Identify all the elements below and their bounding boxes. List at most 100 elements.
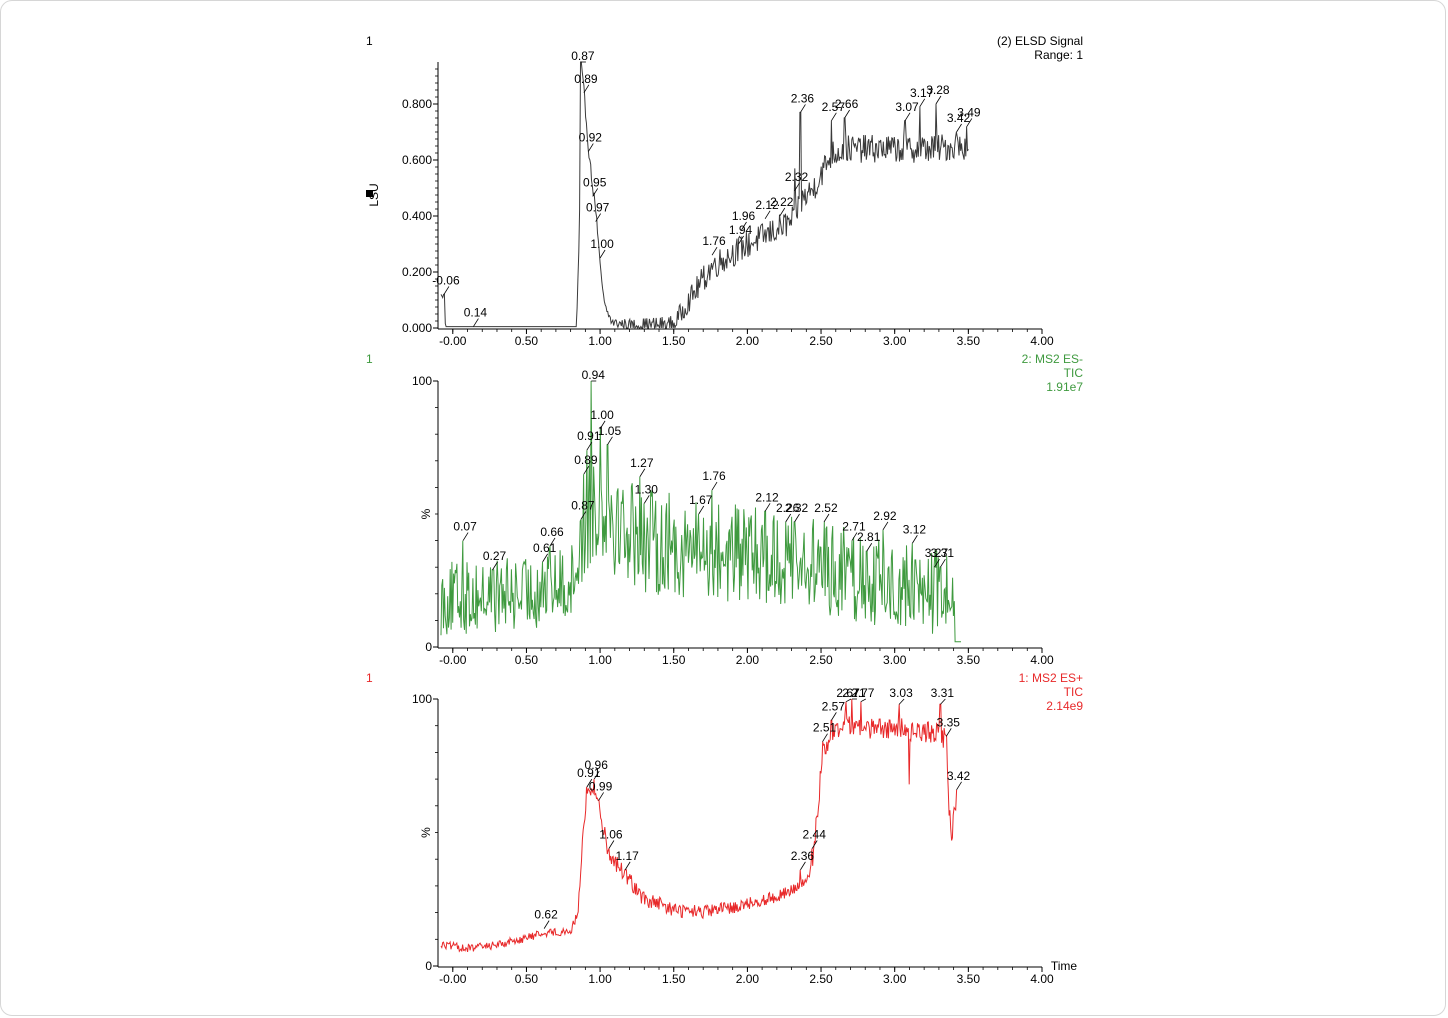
peak-label: 1.17 — [615, 849, 639, 863]
peak-label: 2.66 — [835, 97, 859, 111]
peak-label: 0.87 — [571, 498, 595, 512]
peak-label: 2.71 — [842, 520, 866, 534]
peak-leader-line — [785, 513, 792, 523]
peak-leader-line — [831, 712, 837, 721]
y-tick-label: 0.200 — [402, 265, 432, 279]
x-tick-label: -0.00 — [439, 334, 467, 348]
x-tick-label: 1.50 — [662, 653, 686, 667]
peak-leader-line — [580, 511, 587, 520]
peak-label: 0.66 — [540, 525, 564, 539]
peak-label: 2.92 — [873, 509, 897, 523]
peak-leader-line — [543, 920, 550, 929]
trace-title-line: 1.91e7 — [1046, 380, 1083, 394]
peak-label: 1.76 — [702, 234, 726, 248]
peak-label: 0.94 — [582, 368, 606, 382]
peak-leader-line — [794, 513, 800, 523]
x-tick-label: 3.50 — [957, 972, 981, 986]
peak-leader-line — [912, 535, 918, 544]
x-tick-label: 1.00 — [588, 334, 612, 348]
peak-leader-line — [492, 561, 498, 571]
y-tick-label: 0.600 — [402, 153, 432, 167]
peak-leader-line — [898, 698, 905, 705]
y-tick-label: 100 — [412, 692, 432, 706]
peak-label: 2.44 — [803, 828, 827, 842]
y-tick-label: 100 — [412, 374, 432, 388]
peak-leader-line — [800, 104, 806, 113]
peak-label: 1.96 — [732, 209, 756, 223]
peak-leader-line — [583, 465, 590, 475]
peak-label: 1.76 — [702, 469, 726, 483]
peak-label: 3.17 — [910, 86, 934, 100]
y-axis-title: % — [419, 827, 433, 838]
peak-label: 1.00 — [590, 408, 614, 422]
peak-label: 2.81 — [857, 530, 881, 544]
peak-label: 2.57 — [822, 699, 846, 713]
peak-label: 0.91 — [577, 429, 601, 443]
peak-leader-line — [764, 503, 771, 512]
peak-label: 3.03 — [889, 686, 913, 700]
panel-number-label: 1 — [366, 34, 373, 48]
peak-label: 3.31 — [931, 686, 955, 700]
peak-label: 1.27 — [630, 456, 654, 470]
peak-label: 2.22 — [770, 195, 794, 209]
peak-label: 2.52 — [814, 501, 838, 515]
peak-label: 1.00 — [590, 237, 614, 251]
peak-leader-line — [698, 505, 705, 515]
peak-label: 1.94 — [729, 223, 753, 237]
peak-label: 2.51 — [813, 721, 837, 735]
x-tick-label: 0.50 — [515, 334, 539, 348]
x-tick-label: -0.00 — [439, 972, 467, 986]
panel-number-label: 1 — [366, 671, 373, 685]
peak-leader-line — [599, 249, 606, 259]
peak-leader-line — [882, 521, 889, 531]
peak-label: 0.96 — [585, 758, 609, 772]
peak-label: 3.12 — [903, 522, 927, 536]
x-tick-label: 2.00 — [736, 653, 760, 667]
trace-title-line: 2: MS2 ES- — [1022, 352, 1083, 366]
peak-label: 0.61 — [533, 541, 557, 555]
peak-label: 3.35 — [937, 715, 961, 729]
peak-label: 2.36 — [791, 849, 815, 863]
peak-leader-line — [904, 112, 911, 122]
peak-leader-line — [831, 112, 837, 122]
peak-leader-line — [764, 210, 771, 220]
peak-leader-line — [935, 95, 942, 105]
peak-leader-line — [811, 840, 818, 849]
y-tick-label: 0.000 — [402, 321, 432, 335]
peak-label: 1.30 — [635, 482, 659, 496]
peak-leader-line — [823, 513, 830, 523]
peak-label: 0.92 — [579, 131, 603, 145]
peak-label: 0.07 — [453, 520, 477, 534]
peak-leader-line — [956, 123, 962, 133]
y-tick-label: 0 — [425, 959, 432, 973]
x-tick-label: 0.50 — [515, 653, 539, 667]
peak-leader-line — [473, 318, 479, 327]
peak-leader-line — [592, 188, 599, 197]
x-tick-label: 3.00 — [883, 653, 907, 667]
peak-leader-line — [822, 733, 828, 742]
peak-leader-line — [779, 207, 786, 217]
peak-leader-line — [711, 481, 718, 491]
peak-label: 3.27 — [925, 546, 949, 560]
y-axis-title: % — [419, 508, 433, 519]
peak-label: 2.32 — [785, 501, 809, 515]
x-tick-label: 2.00 — [736, 972, 760, 986]
peak-leader-line — [583, 84, 590, 94]
x-tick-label: 1.50 — [662, 972, 686, 986]
peak-leader-line — [945, 728, 952, 737]
peak-leader-line — [866, 543, 873, 552]
peak-label: 2.67 — [836, 686, 860, 700]
peak-label: 2.36 — [791, 91, 815, 105]
peak-leader-line — [462, 532, 469, 541]
x-tick-label: 2.50 — [809, 972, 833, 986]
x-tick-label: 3.50 — [957, 334, 981, 348]
peak-leader-line — [711, 246, 718, 256]
signal-trace — [440, 380, 961, 643]
peak-label: 0.87 — [571, 49, 595, 63]
y-tick-label: 0.800 — [402, 97, 432, 111]
trace-title-line: TIC — [1064, 366, 1084, 380]
x-tick-label: 3.50 — [957, 653, 981, 667]
peak-label: 2.57 — [822, 100, 846, 114]
